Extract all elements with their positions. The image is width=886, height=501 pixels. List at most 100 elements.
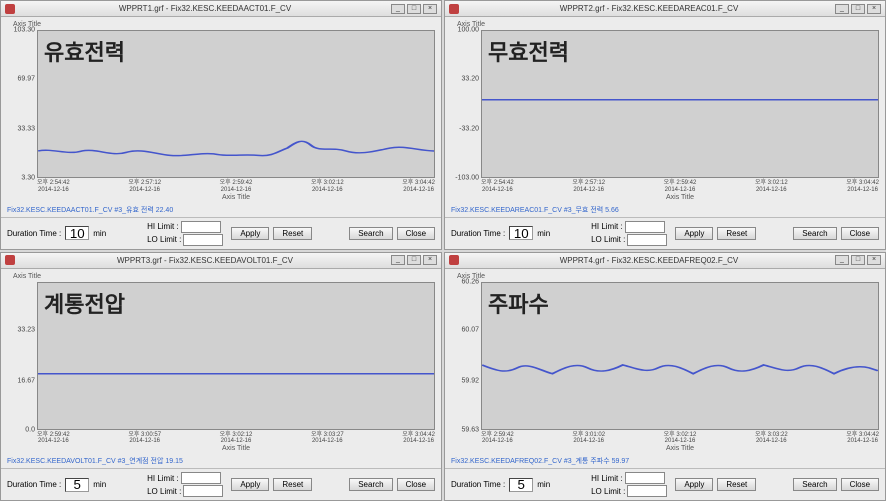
plot-area[interactable]: 주파수: [481, 282, 879, 430]
lo-limit-input[interactable]: [627, 485, 667, 497]
close-button[interactable]: Close: [841, 227, 879, 240]
x-axis: 오후 2:59:422014-12-16오후 3:00:572014-12-16…: [37, 432, 435, 445]
duration-label: Duration Time :: [451, 480, 505, 489]
duration-input[interactable]: [65, 478, 89, 492]
maximize-button[interactable]: □: [851, 255, 865, 265]
x-tick-label: 오후 2:59:422014-12-16: [220, 180, 253, 193]
close-button[interactable]: Close: [397, 227, 435, 240]
x-tick-label: 오후 2:59:422014-12-16: [481, 432, 514, 445]
title-bar[interactable]: WPPRT3.grf - Fix32.KESC.KEEDAVOLT01.F_CV…: [1, 253, 441, 269]
x-tick-label: 오후 3:04:422014-12-16: [846, 180, 879, 193]
apply-button[interactable]: Apply: [231, 478, 269, 491]
chart-panel-0: WPPRT1.grf - Fix32.KESC.KEEDAACT01.F_CV …: [0, 0, 442, 250]
lo-limit-label: LO Limit :: [591, 487, 625, 496]
title-bar[interactable]: WPPRT4.grf - Fix32.KESC.KEEDAFREQ02.F_CV…: [445, 253, 885, 269]
search-button[interactable]: Search: [349, 227, 392, 240]
axis-title-x: Axis Title: [37, 445, 435, 452]
title-bar[interactable]: WPPRT2.grf - Fix32.KESC.KEEDAREAC01.F_CV…: [445, 1, 885, 17]
x-axis: 오후 2:54:422014-12-16오후 2:57:122014-12-16…: [481, 180, 879, 193]
y-tick-label: 60.07: [461, 327, 479, 334]
axis-title-y: Axis Title: [457, 21, 879, 28]
x-tick-label: 오후 2:54:422014-12-16: [481, 180, 514, 193]
plot-area[interactable]: 유효전력: [37, 30, 435, 178]
apply-button[interactable]: Apply: [675, 227, 713, 240]
x-tick-label: 오후 3:02:122014-12-16: [664, 432, 697, 445]
reset-button[interactable]: Reset: [717, 227, 756, 240]
y-tick-label: 100.00: [458, 27, 479, 34]
y-tick-label: 59.63: [461, 426, 479, 433]
chart-legend: Fix32.KESC.KEEDAACT01.F_CV #3_유효 전력 22.4…: [7, 205, 435, 215]
window-title: WPPRT3.grf - Fix32.KESC.KEEDAVOLT01.F_CV: [19, 256, 391, 265]
maximize-button[interactable]: □: [407, 255, 421, 265]
axis-title-x: Axis Title: [481, 445, 879, 452]
minimize-button[interactable]: _: [391, 255, 405, 265]
hi-limit-input[interactable]: [181, 221, 221, 233]
window-title: WPPRT1.grf - Fix32.KESC.KEEDAACT01.F_CV: [19, 4, 391, 13]
apply-button[interactable]: Apply: [675, 478, 713, 491]
minimize-button[interactable]: _: [391, 4, 405, 14]
lo-limit-input[interactable]: [627, 234, 667, 246]
y-tick-label: 33.23: [17, 327, 35, 334]
x-tick-label: 오후 2:57:122014-12-16: [128, 180, 161, 193]
hi-limit-label: HI Limit :: [591, 474, 623, 483]
duration-input[interactable]: [509, 478, 533, 492]
min-label: min: [93, 480, 106, 489]
x-tick-label: 오후 2:59:422014-12-16: [37, 432, 70, 445]
duration-input[interactable]: [65, 226, 89, 240]
hi-limit-input[interactable]: [181, 472, 221, 484]
window-title: WPPRT4.grf - Fix32.KESC.KEEDAFREQ02.F_CV: [463, 256, 835, 265]
apply-button[interactable]: Apply: [231, 227, 269, 240]
close-window-button[interactable]: ×: [867, 4, 881, 14]
y-axis: 100.0033.20-33.20-103.00: [451, 30, 481, 178]
lo-limit-label: LO Limit :: [147, 235, 181, 244]
chart-panel-1: WPPRT2.grf - Fix32.KESC.KEEDAREAC01.F_CV…: [444, 0, 886, 250]
close-button[interactable]: Close: [397, 478, 435, 491]
chart-area: Axis Title103.3069.9733.333.30 유효전력 오후 2…: [7, 21, 435, 201]
lo-limit-input[interactable]: [183, 485, 223, 497]
title-bar[interactable]: WPPRT1.grf - Fix32.KESC.KEEDAACT01.F_CV …: [1, 1, 441, 17]
axis-title-x: Axis Title: [481, 194, 879, 201]
min-label: min: [537, 229, 550, 238]
hi-limit-input[interactable]: [625, 221, 665, 233]
x-tick-label: 오후 3:02:122014-12-16: [311, 180, 344, 193]
maximize-button[interactable]: □: [407, 4, 421, 14]
close-window-button[interactable]: ×: [867, 255, 881, 265]
minimize-button[interactable]: _: [835, 4, 849, 14]
lo-limit-label: LO Limit :: [591, 235, 625, 244]
duration-input[interactable]: [509, 226, 533, 240]
duration-label: Duration Time :: [451, 229, 505, 238]
axis-title-y: Axis Title: [13, 21, 435, 28]
y-tick-label: 69.97: [17, 75, 35, 82]
maximize-button[interactable]: □: [851, 4, 865, 14]
hi-limit-input[interactable]: [625, 472, 665, 484]
chart-area: Axis Title100.0033.20-33.20-103.00 무효전력 …: [451, 21, 879, 201]
x-tick-label: 오후 2:54:422014-12-16: [37, 180, 70, 193]
plot-area[interactable]: 계통전압: [37, 282, 435, 430]
reset-button[interactable]: Reset: [717, 478, 756, 491]
reset-button[interactable]: Reset: [273, 478, 312, 491]
line-chart: [482, 31, 878, 177]
line-chart: [38, 31, 434, 177]
y-tick-label: 33.33: [17, 126, 35, 133]
close-window-button[interactable]: ×: [423, 255, 437, 265]
x-axis: 오후 2:54:422014-12-16 오후 2:57:122014-12-16…: [37, 180, 435, 193]
plot-area[interactable]: 무효전력: [481, 30, 879, 178]
x-tick-label: 오후 3:04:422014-12-16: [402, 432, 435, 445]
close-button[interactable]: Close: [841, 478, 879, 491]
close-window-button[interactable]: ×: [423, 4, 437, 14]
lo-limit-input[interactable]: [183, 234, 223, 246]
search-button[interactable]: Search: [793, 478, 836, 491]
y-tick-label: 0.0: [25, 426, 35, 433]
x-tick-label: 오후 3:03:272014-12-16: [311, 432, 344, 445]
reset-button[interactable]: Reset: [273, 227, 312, 240]
search-button[interactable]: Search: [349, 478, 392, 491]
minimize-button[interactable]: _: [835, 255, 849, 265]
chart-legend: Fix32.KESC.KEEDAREAC01.F_CV #3_무효 전력 5.6…: [451, 205, 879, 215]
x-tick-label: 오후 3:02:122014-12-16: [220, 432, 253, 445]
search-button[interactable]: Search: [793, 227, 836, 240]
window-title: WPPRT2.grf - Fix32.KESC.KEEDAREAC01.F_CV: [463, 4, 835, 13]
lo-limit-label: LO Limit :: [147, 487, 181, 496]
axis-title-y: Axis Title: [13, 273, 435, 280]
app-icon: [449, 255, 459, 265]
y-tick-label: -33.20: [459, 126, 479, 133]
